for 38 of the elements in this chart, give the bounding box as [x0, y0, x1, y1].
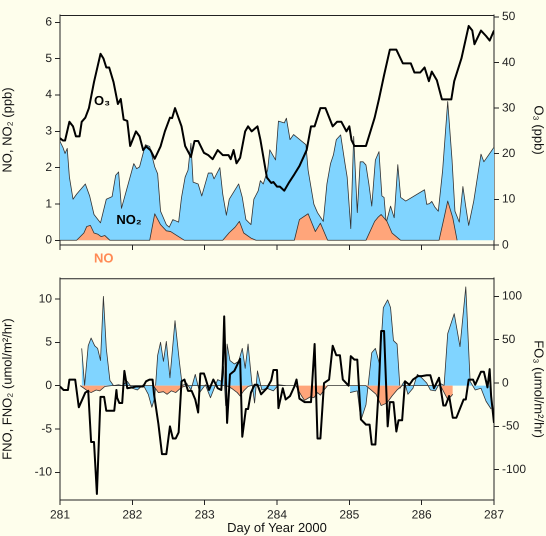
- y-axis-title: NO, NO₂ (ppb): [0, 87, 14, 173]
- x-tick-label: 286: [412, 508, 432, 522]
- y-tick-label: -10: [34, 464, 52, 479]
- y2-tick-label: 100: [502, 288, 522, 303]
- x-axis-title: Day of Year 2000: [227, 520, 327, 535]
- y2-tick-label: 50: [502, 9, 516, 24]
- y-tick-label: 4: [45, 87, 52, 102]
- y2-tick-label: 0: [502, 237, 509, 252]
- y2-tick-label: 30: [502, 100, 516, 114]
- y2-tick-label: 50: [502, 332, 516, 346]
- y-tick-label: 10: [38, 291, 52, 306]
- x-tick-label: 281: [50, 508, 70, 522]
- y2-tick-label: 20: [502, 146, 516, 160]
- y-tick-label: 3: [45, 124, 52, 138]
- x-tick-label: 282: [122, 508, 143, 522]
- y-tick-label: -5: [41, 421, 52, 436]
- y-axis-title: FNO, FNO₂ (umol/m²/hr): [0, 318, 14, 460]
- y2-tick-label: 0: [502, 375, 509, 390]
- series-label: O₃: [94, 92, 110, 108]
- y2-tick-label: 10: [502, 192, 516, 206]
- y-tick-label: 2: [45, 160, 52, 174]
- y-tick-label: 6: [45, 14, 52, 29]
- series-label: NO₂: [116, 212, 142, 227]
- x-tick-label: 284: [266, 508, 288, 522]
- y-tick-label: 5: [45, 50, 52, 65]
- y-tick-label: 1: [45, 196, 52, 210]
- y2-axis-title: O₃ (ppb): [532, 105, 546, 155]
- y2-tick-label: -100: [502, 462, 526, 476]
- y2-axis-title: FO₃ (umol/m²/hr): [532, 340, 546, 438]
- x-tick-label: 287: [484, 508, 504, 522]
- y-tick-label: 5: [45, 334, 52, 349]
- x-tick-label: 285: [339, 508, 360, 522]
- y-tick-label: 0: [45, 232, 52, 247]
- x-tick-label: 283: [194, 508, 215, 522]
- y2-tick-label: 40: [502, 54, 516, 69]
- y2-tick-label: -50: [502, 418, 520, 433]
- series-label: NO: [94, 250, 114, 266]
- y-tick-label: 0: [45, 378, 52, 392]
